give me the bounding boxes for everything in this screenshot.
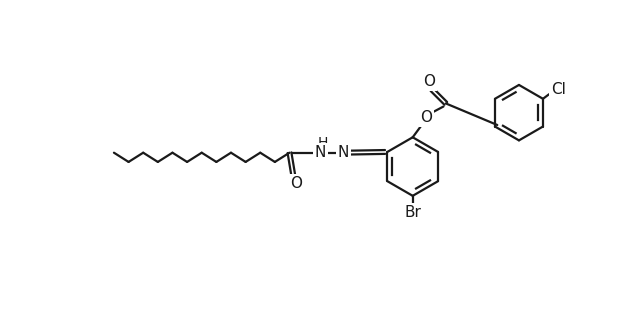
Text: O: O [423,74,435,89]
Text: O: O [420,110,433,125]
Text: N: N [338,145,349,160]
Text: Br: Br [404,205,421,220]
Text: O: O [290,176,301,191]
Text: Cl: Cl [551,82,566,97]
Text: N: N [315,145,326,160]
Text: H: H [317,136,328,150]
